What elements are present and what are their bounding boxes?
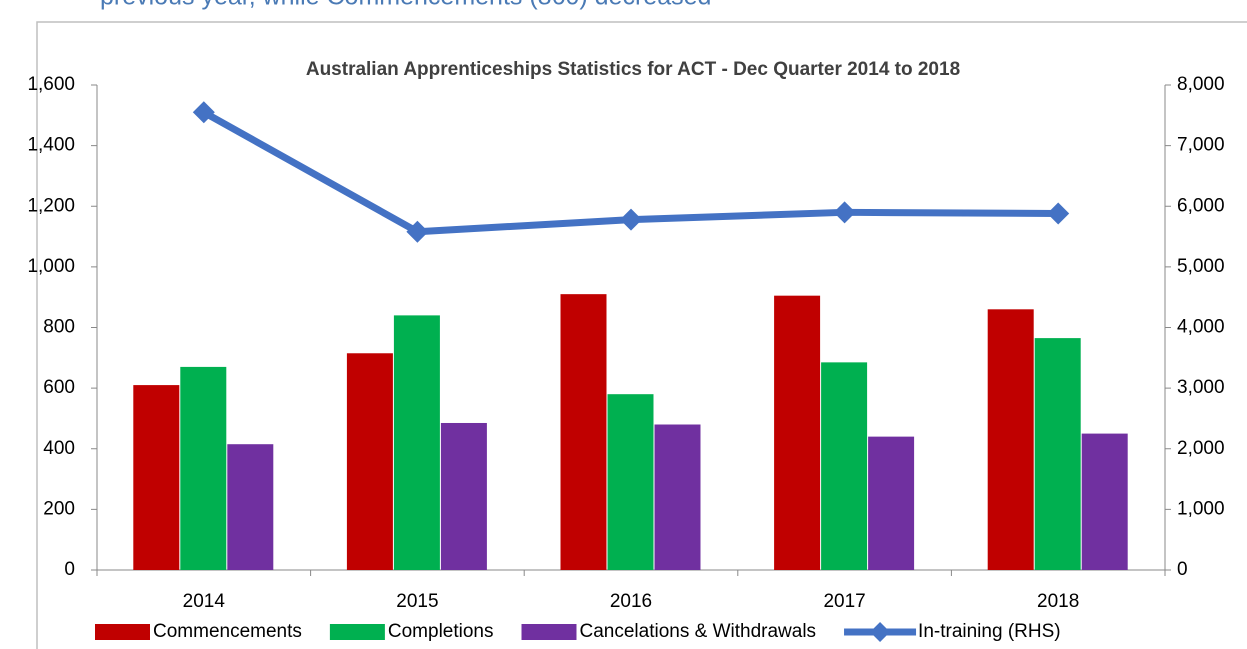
legend-swatch — [95, 624, 150, 640]
bar — [1034, 338, 1081, 570]
bar — [180, 366, 227, 570]
line-marker — [620, 208, 642, 231]
y2-tick-label: 5,000 — [1177, 256, 1225, 277]
bar — [1081, 433, 1128, 570]
legend-swatch — [521, 624, 577, 640]
bar — [868, 436, 915, 570]
bar — [987, 309, 1034, 570]
bar — [133, 385, 180, 570]
subtitle: previous year, while Commencements (860)… — [100, 0, 711, 11]
legend-label: Cancelations & Withdrawals — [580, 621, 817, 642]
x-tick-label: 2018 — [1037, 591, 1079, 612]
bar — [346, 353, 393, 570]
x-tick-label: 2014 — [183, 591, 226, 612]
line-marker — [833, 201, 856, 224]
x-tick-label: 2015 — [396, 591, 438, 612]
legend-label: Commencements — [153, 621, 302, 642]
y-tick-label: 200 — [43, 498, 75, 519]
legend-marker — [870, 622, 891, 642]
bar — [821, 362, 868, 570]
legend-label: Completions — [388, 621, 494, 642]
bar — [607, 394, 654, 570]
bar — [393, 315, 440, 570]
legend-swatch — [329, 624, 385, 640]
bar — [654, 424, 701, 570]
y2-tick-label: 1,000 — [1177, 498, 1225, 519]
line-marker — [1047, 202, 1070, 225]
y-tick-label: 600 — [43, 377, 75, 398]
x-tick-label: 2017 — [823, 591, 865, 612]
y-tick-label: 1,400 — [27, 135, 75, 156]
y2-tick-label: 0 — [1177, 559, 1188, 580]
chart-title: Australian Apprenticeships Statistics fo… — [306, 59, 960, 80]
y2-tick-label: 8,000 — [1177, 74, 1225, 95]
bar — [774, 295, 821, 570]
line-marker — [406, 220, 429, 243]
x-tick-label: 2016 — [610, 591, 652, 612]
y-tick-label: 400 — [43, 438, 75, 459]
y-tick-label: 800 — [43, 317, 75, 338]
bar — [560, 294, 607, 570]
y-tick-label: 1,000 — [27, 256, 75, 277]
bar — [227, 444, 274, 570]
y2-tick-label: 2,000 — [1177, 438, 1225, 459]
y-tick-label: 1,600 — [27, 74, 75, 95]
line-marker — [192, 101, 215, 124]
y-tick-label: 0 — [64, 559, 75, 580]
y2-tick-label: 3,000 — [1177, 377, 1225, 398]
chart-frame — [36, 21, 1247, 649]
y2-tick-label: 7,000 — [1177, 135, 1225, 156]
y2-tick-label: 6,000 — [1177, 195, 1225, 216]
y-tick-label: 1,200 — [27, 195, 75, 216]
bar — [440, 422, 487, 570]
legend-label: In-training (RHS) — [918, 621, 1061, 642]
y2-tick-label: 4,000 — [1177, 317, 1225, 338]
